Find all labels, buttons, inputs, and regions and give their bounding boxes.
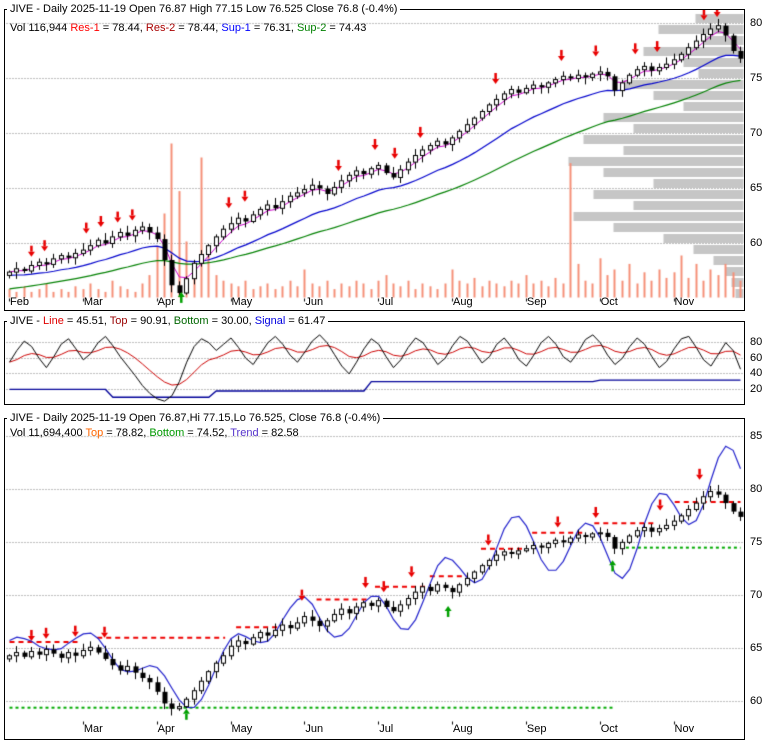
y-axis-label: 75 xyxy=(750,72,763,84)
x-axis-label: Jul xyxy=(379,296,394,308)
x-axis-label: May xyxy=(231,723,253,735)
y-axis-label: 65 xyxy=(750,641,763,654)
y-axis-label: 40 xyxy=(750,367,763,380)
price-chart-canvas xyxy=(5,10,744,310)
y-axis-label: 60 xyxy=(750,237,763,249)
y-axis-label: 75 xyxy=(750,535,763,548)
y-axis-label: 70 xyxy=(750,127,763,139)
y-axis-label: 85 xyxy=(750,429,763,442)
oscillator-panel: JIVE - Line = 45.51, Top = 90.91, Bottom… xyxy=(4,314,745,405)
x-axis-label: Oct xyxy=(600,296,618,308)
x-axis-label: Jul xyxy=(379,723,394,735)
y-axis-label: 65 xyxy=(750,182,763,194)
y-axis-label: 60 xyxy=(750,351,763,364)
x-axis-label: Aug xyxy=(453,296,473,308)
y-axis-label: 60 xyxy=(750,694,763,707)
price-panel: JIVE - Daily 2025-11-19 Open 76.87 High … xyxy=(4,2,745,311)
y-axis-label: 80 xyxy=(750,336,763,349)
oscillator-chart-canvas xyxy=(5,322,744,404)
y-axis-label: 80 xyxy=(750,482,763,495)
x-axis-label: Jun xyxy=(305,723,324,735)
y-axis-label: 20 xyxy=(750,382,763,395)
x-axis-label: Sep xyxy=(526,723,547,735)
x-axis-label: Nov xyxy=(674,296,695,308)
x-axis-label: Apr xyxy=(157,296,175,308)
x-axis-label: May xyxy=(231,296,253,308)
lower-panel: JIVE - Daily 2025-11-19 Open 76.87,Hi 77… xyxy=(4,411,745,740)
x-axis-label: Jun xyxy=(305,296,324,308)
y-axis-labels: 80 75 70 65 60 80 60 40 20 85 80 75 70 65 60 xyxy=(749,0,779,745)
lower-chart-canvas xyxy=(5,419,744,739)
x-axis-label: Feb xyxy=(10,296,29,308)
x-axis-label: Mar xyxy=(83,723,103,735)
x-axis-label: Sep xyxy=(526,296,547,308)
x-axis-label: Apr xyxy=(157,723,175,735)
x-axis-label: Nov xyxy=(674,723,695,735)
y-axis-label: 80 xyxy=(750,17,763,29)
y-axis-label: 70 xyxy=(750,588,763,601)
x-axis-label: Mar xyxy=(83,296,103,308)
x-axis-label: Aug xyxy=(453,723,473,735)
x-axis-label: Oct xyxy=(600,723,618,735)
